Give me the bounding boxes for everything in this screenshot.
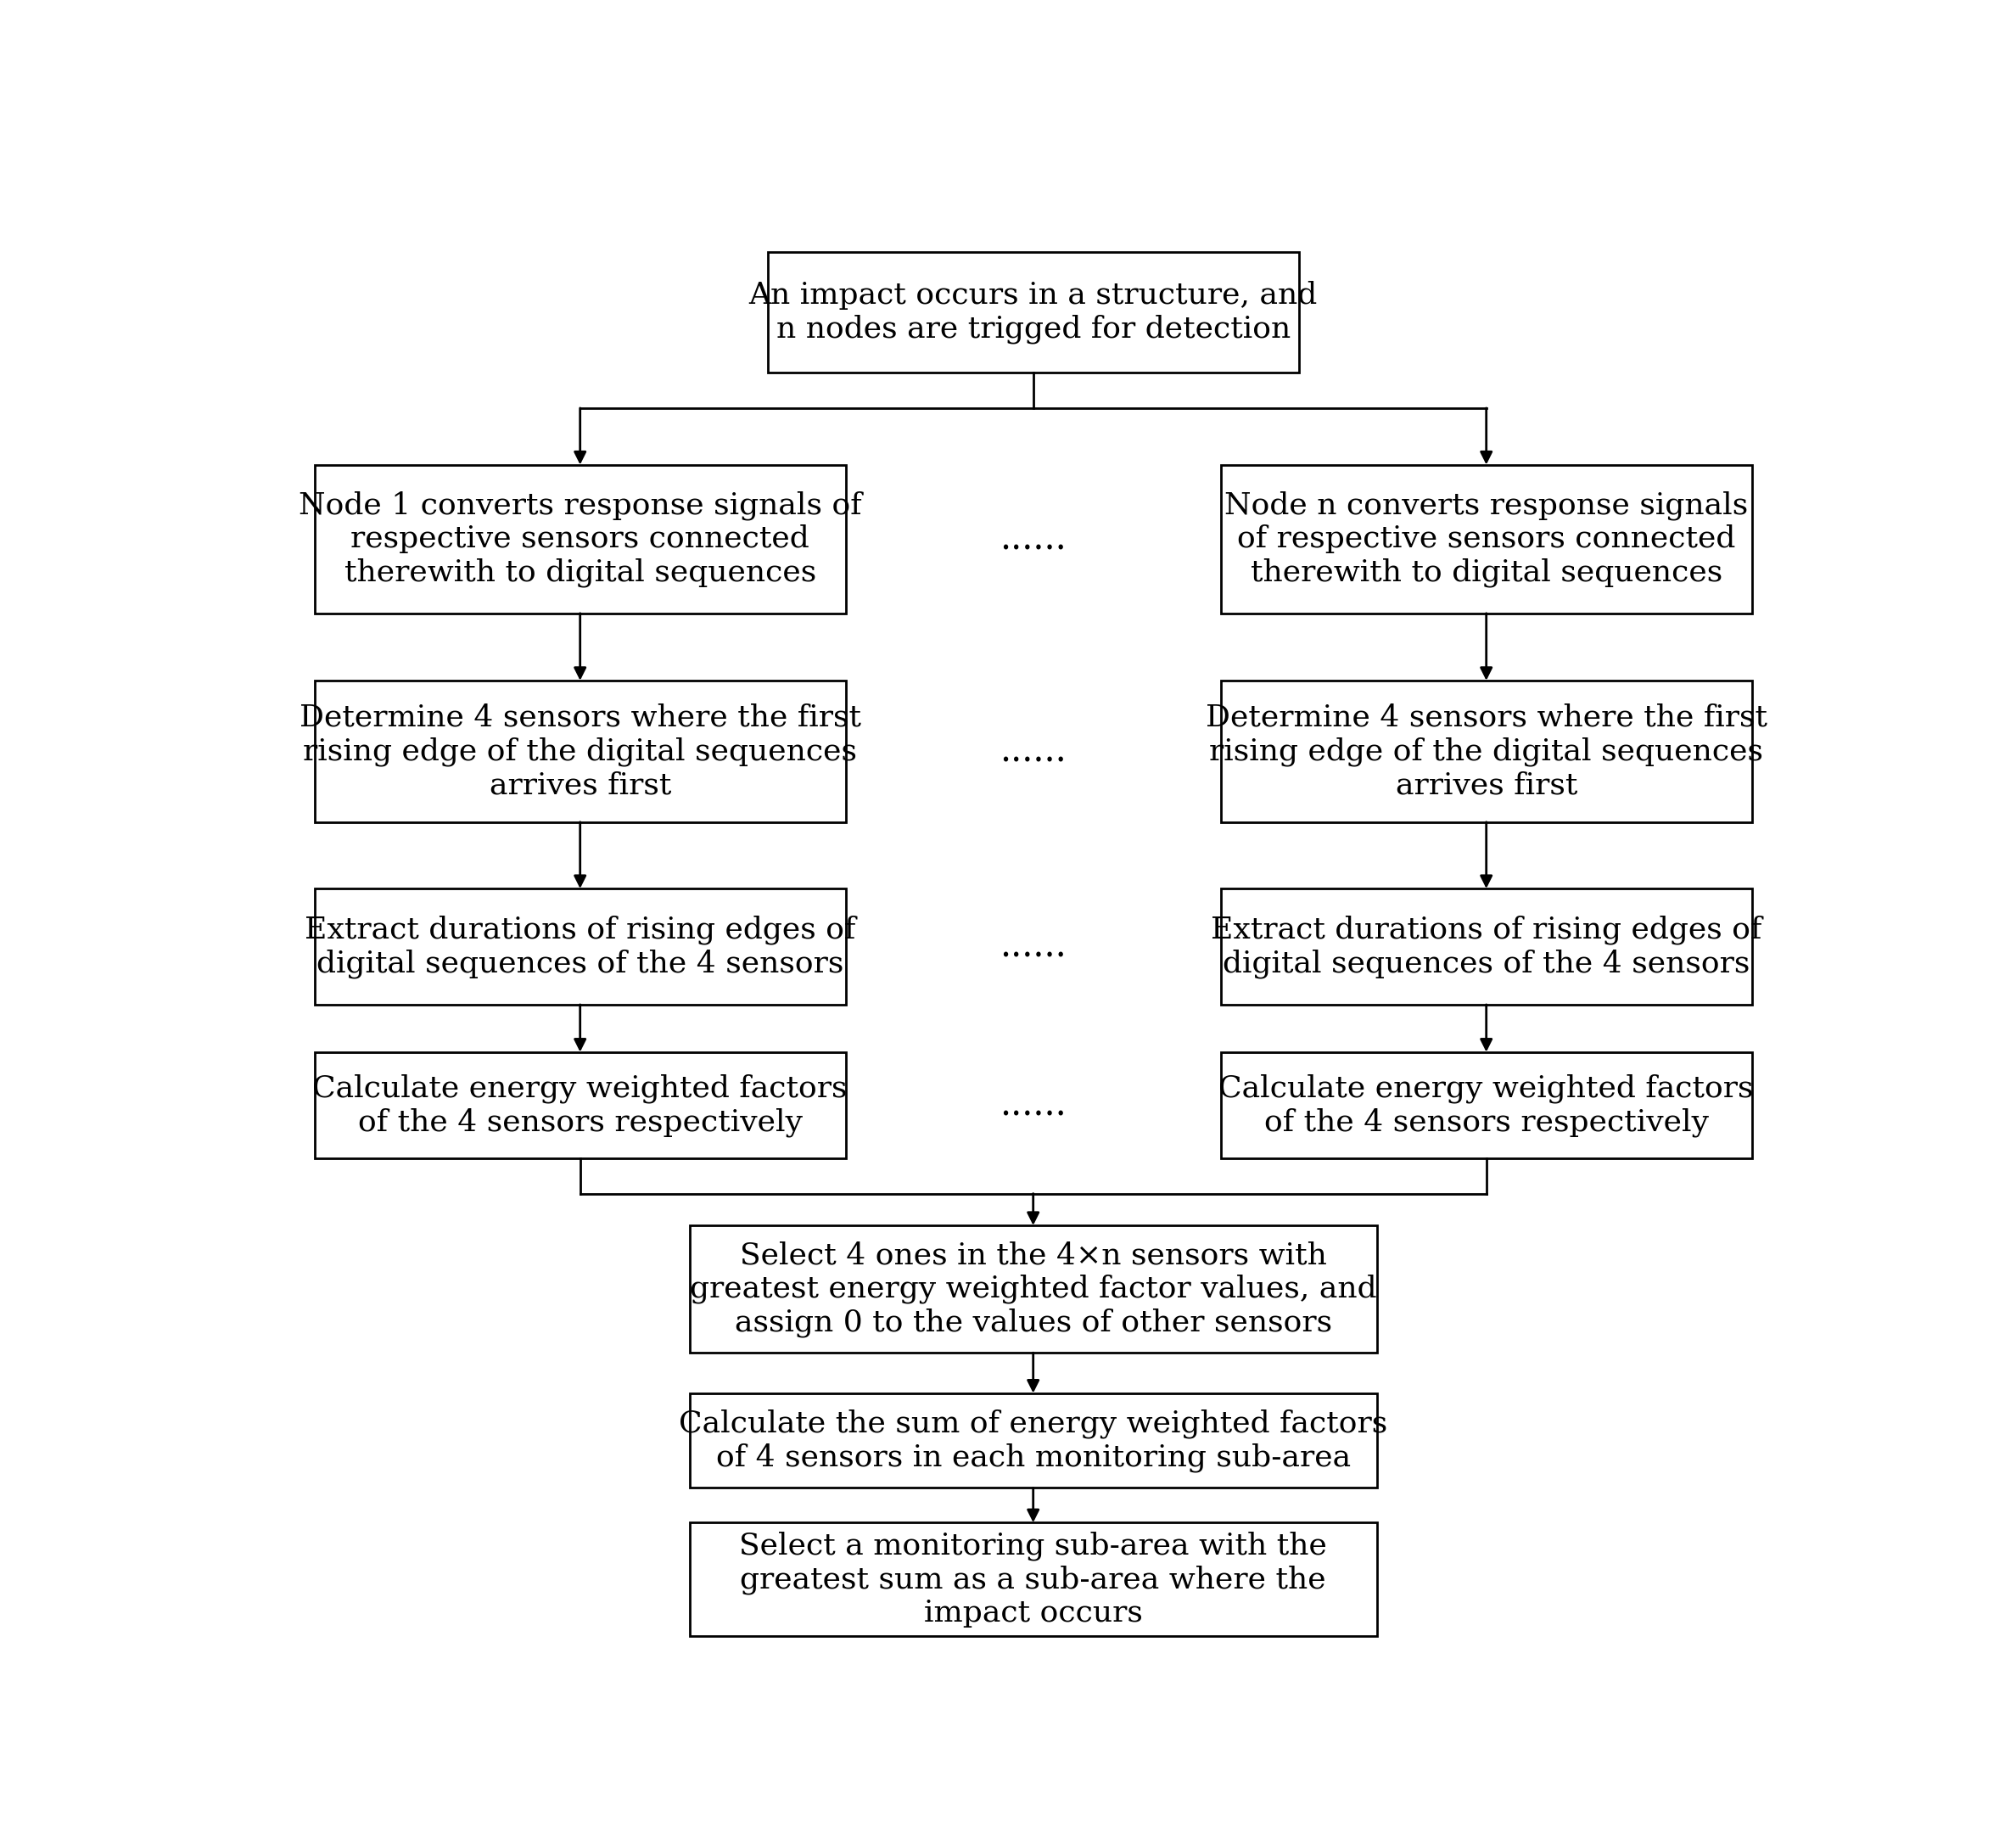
Text: Node 1 converts response signals of
respective sensors connected
therewith to di: Node 1 converts response signals of resp…: [298, 491, 861, 588]
FancyBboxPatch shape: [689, 1226, 1377, 1353]
Text: Determine 4 sensors where the first
rising edge of the digital sequences
arrives: Determine 4 sensors where the first risi…: [1206, 704, 1768, 800]
FancyBboxPatch shape: [689, 1522, 1377, 1636]
FancyBboxPatch shape: [314, 1051, 847, 1158]
FancyBboxPatch shape: [314, 465, 847, 614]
FancyBboxPatch shape: [689, 1393, 1377, 1489]
Text: ......: ......: [1000, 928, 1066, 965]
Text: Extract durations of rising edges of
digital sequences of the 4 sensors: Extract durations of rising edges of dig…: [304, 915, 855, 978]
Text: Calculate energy weighted factors
of the 4 sensors respectively: Calculate energy weighted factors of the…: [312, 1073, 847, 1136]
Text: Extract durations of rising edges of
digital sequences of the 4 sensors: Extract durations of rising edges of dig…: [1212, 915, 1762, 978]
FancyBboxPatch shape: [768, 252, 1298, 373]
Text: ......: ......: [1000, 1088, 1066, 1123]
FancyBboxPatch shape: [314, 888, 847, 1005]
FancyBboxPatch shape: [314, 680, 847, 822]
Text: Determine 4 sensors where the first
rising edge of the digital sequences
arrives: Determine 4 sensors where the first risi…: [298, 704, 861, 800]
Text: An impact occurs in a structure, and
n nodes are trigged for detection: An impact occurs in a structure, and n n…: [748, 281, 1318, 344]
Text: Calculate the sum of energy weighted factors
of 4 sensors in each monitoring sub: Calculate the sum of energy weighted fac…: [679, 1410, 1387, 1472]
FancyBboxPatch shape: [1222, 680, 1752, 822]
Text: Calculate energy weighted factors
of the 4 sensors respectively: Calculate energy weighted factors of the…: [1220, 1073, 1754, 1136]
FancyBboxPatch shape: [1222, 1051, 1752, 1158]
Text: Node n converts response signals
of respective sensors connected
therewith to di: Node n converts response signals of resp…: [1224, 491, 1748, 588]
FancyBboxPatch shape: [1222, 888, 1752, 1005]
Text: Select 4 ones in the 4×n sensors with
greatest energy weighted factor values, an: Select 4 ones in the 4×n sensors with gr…: [689, 1241, 1377, 1338]
Text: ......: ......: [1000, 733, 1066, 768]
Text: Select a monitoring sub-area with the
greatest sum as a sub-area where the
impac: Select a monitoring sub-area with the gr…: [740, 1531, 1327, 1627]
Text: ......: ......: [1000, 522, 1066, 557]
FancyBboxPatch shape: [1222, 465, 1752, 614]
